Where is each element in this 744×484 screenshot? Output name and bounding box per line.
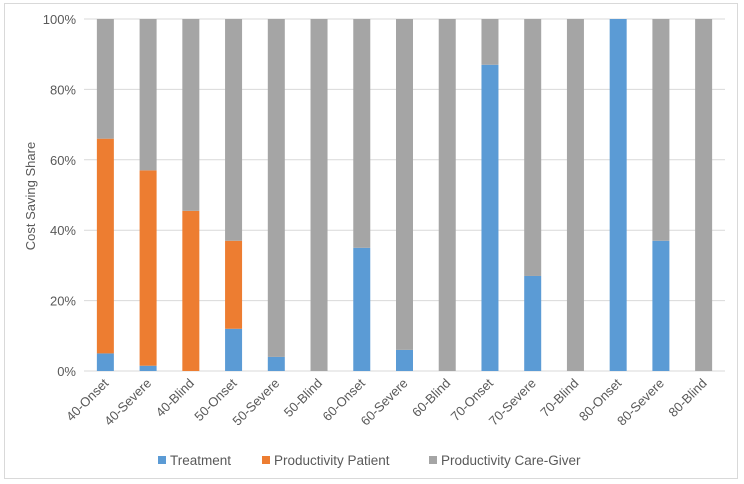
bar-segment [353,247,371,371]
x-axis-ticks: 40-Onset40-Severe40-Blind50-Onset50-Seve… [63,375,710,428]
y-axis-title: Cost Saving Share [23,142,38,250]
y-tick-label: 40% [50,223,76,238]
x-tick-label: 80-Severe [614,376,667,429]
bar-segment [96,19,114,139]
legend-label: Productivity Care-Giver [441,453,581,468]
legend-swatch [262,456,270,464]
bar-segment [182,210,200,371]
x-tick-label: 70-Severe [486,376,539,429]
bar-segment [225,19,243,241]
bar-segment [524,275,542,371]
bar-segment [139,170,157,366]
bar-segment [609,19,627,371]
bar-segment [310,19,328,371]
bar-segment [438,19,456,371]
y-tick-label: 100% [43,12,77,27]
y-axis-ticks: 0% 20% 40% 60% 80% 100% [43,12,77,379]
bar-segment [96,138,114,354]
bar-segment [182,19,200,211]
x-tick-label: 50-Severe [229,376,282,429]
y-tick-label: 60% [50,153,76,168]
bar-segment [267,356,285,371]
x-tick-label: 80-Blind [665,376,709,420]
bar-segment [652,240,670,371]
x-tick-label: 60-Severe [358,376,411,429]
legend-label: Productivity Patient [274,453,390,468]
bar-segment [481,19,499,65]
bar-segment [139,19,157,171]
bar-segment [96,353,114,371]
legend: Treatment Productivity Patient Productivit… [158,453,581,468]
bar-segment [695,19,713,371]
y-tick-label: 80% [50,82,76,97]
legend-swatch [429,456,437,464]
bar-segment [225,328,243,371]
bar-segment [353,19,371,248]
bar-segment [267,19,285,357]
bar-segment [524,19,542,276]
bar-segment [225,240,243,329]
bar-segment [139,365,157,371]
y-tick-label: 0% [57,364,76,379]
bar-segment [396,19,413,350]
bars [96,19,713,371]
y-tick-label: 20% [50,294,76,309]
bar-segment [396,349,413,371]
bar-segment [652,19,670,241]
x-tick-label: 40-Severe [101,376,154,429]
legend-swatch [158,456,166,464]
bar-segment [481,64,499,371]
legend-label: Treatment [170,453,231,468]
bar-segment [566,19,584,371]
